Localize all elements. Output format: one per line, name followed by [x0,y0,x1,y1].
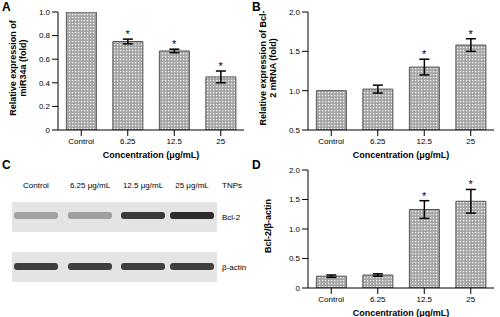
svg-text:2.0: 2.0 [289,8,301,17]
svg-text:Control: Control [23,181,49,190]
svg-text:0.4: 0.4 [39,79,51,88]
svg-text:25 μg/mL: 25 μg/mL [175,181,209,190]
html-text:A: A [2,0,11,14]
html-text:Bcl-2/β-actin: Bcl-2/β-actin [263,199,274,253]
svg-text:1.0: 1.0 [289,225,301,234]
svg-text:0.6: 0.6 [39,55,51,64]
svg-text:Control: Control [318,137,344,146]
svg-text:12.5: 12.5 [166,137,182,146]
svg-text:0.5: 0.5 [289,126,301,135]
svg-text:6.25: 6.25 [120,137,136,146]
svg-text:Bcl-2: Bcl-2 [222,213,241,222]
svg-text:25: 25 [216,137,225,146]
svg-text:Concentration (μg/mL): Concentration (μg/mL) [353,308,450,317]
svg-text:*: * [469,178,474,190]
html-text:B: B [252,0,261,14]
svg-text:β-actin: β-actin [222,263,246,272]
svg-text:*: * [422,48,427,60]
svg-text:*: * [422,190,427,202]
svg-text:*: * [219,60,224,72]
svg-text:Control: Control [318,295,344,304]
svg-text:1.5: 1.5 [289,47,301,56]
svg-text:*: * [172,38,177,50]
svg-text:12.5: 12.5 [416,295,432,304]
svg-text:Control: Control [68,137,94,146]
svg-text:12.5: 12.5 [416,137,432,146]
svg-text:0: 0 [296,284,301,293]
svg-text:1.5: 1.5 [289,195,301,204]
html-text:C: C [2,158,11,172]
svg-text:25: 25 [466,137,475,146]
svg-text:2.0: 2.0 [289,166,301,175]
svg-text:6.25: 6.25 [370,295,386,304]
svg-text:25: 25 [466,295,475,304]
html-text:Relative expression of miR34a: Relative expression of miR34a (fold) [8,20,28,116]
svg-text:6.25: 6.25 [370,137,386,146]
svg-text:0.2: 0.2 [39,102,51,111]
svg-text:0.8: 0.8 [39,31,51,40]
svg-text:0: 0 [46,126,51,135]
svg-text:1.0: 1.0 [289,87,301,96]
svg-text:0.5: 0.5 [289,254,301,263]
html-text:Relative expression of Bcl-2 m: Relative expression of Bcl-2 mRNA (fold) [258,10,278,126]
svg-text:Concentration (μg/mL): Concentration (μg/mL) [353,150,450,160]
svg-text:*: * [126,28,131,40]
html-text:D: D [252,158,261,172]
svg-text:1.0: 1.0 [39,8,51,17]
svg-text:TNPs: TNPs [222,181,242,190]
svg-text:6.25 μg/mL: 6.25 μg/mL [70,181,111,190]
svg-text:*: * [469,28,474,40]
svg-text:12.5 μg/mL: 12.5 μg/mL [123,181,164,190]
svg-text:Concentration (μg/mL): Concentration (μg/mL) [103,150,200,160]
